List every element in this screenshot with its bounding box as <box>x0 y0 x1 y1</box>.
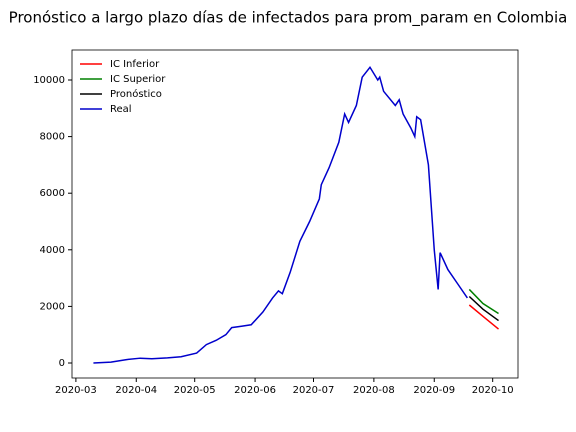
y-tick-label: 10000 <box>33 75 65 86</box>
legend-label: Pronóstico <box>110 88 162 100</box>
chart-title: Pronóstico a largo plazo días de infecta… <box>9 9 568 28</box>
x-tick-label: 2020-07 <box>293 385 335 396</box>
legend-label: Real <box>110 104 132 115</box>
legend-label: IC Inferior <box>110 59 160 70</box>
y-tick-label: 8000 <box>40 132 65 143</box>
axes-frame <box>71 49 519 379</box>
x-tick-label: 2020-06 <box>234 385 276 396</box>
y-tick-label: 6000 <box>40 188 65 199</box>
x-tick-label: 2020-04 <box>115 385 157 396</box>
x-tick-label: 2020-10 <box>472 385 514 396</box>
x-tick-label: 2020-03 <box>55 385 97 396</box>
y-tick-label: 4000 <box>40 245 65 256</box>
line-series <box>468 295 499 322</box>
x-tick-label: 2020-09 <box>413 385 455 396</box>
y-tick-label: 2000 <box>40 301 65 312</box>
line-series <box>93 65 468 364</box>
line-series <box>468 288 499 315</box>
line-series <box>468 304 499 330</box>
legend-label: IC Superior <box>110 74 166 85</box>
x-tick-label: 2020-05 <box>174 385 216 396</box>
x-tick-label: 2020-08 <box>353 385 395 396</box>
y-tick-label: 0 <box>59 358 65 369</box>
